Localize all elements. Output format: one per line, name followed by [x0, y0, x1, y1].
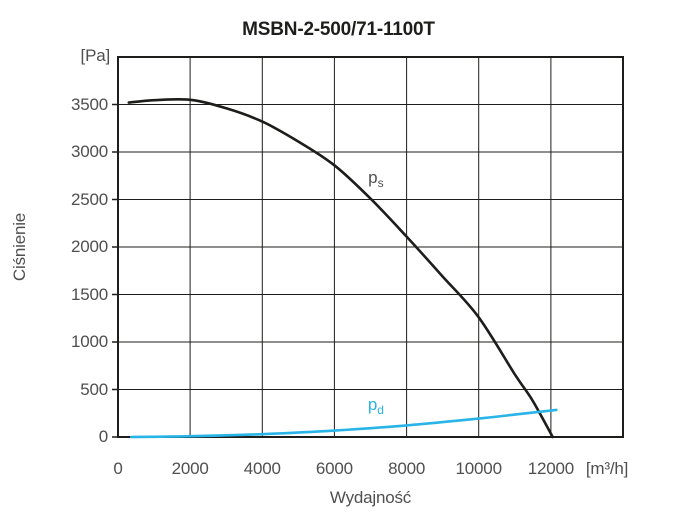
x-tick-label: 12000 [527, 459, 575, 478]
curve-label-ps: ps [368, 167, 383, 189]
curve-label-ps-main: p [368, 167, 378, 187]
x-axis-label: Wydajność [329, 488, 412, 507]
y-tick-label: 1500 [70, 284, 108, 304]
curve-label-pd-main: p [367, 394, 378, 414]
curve-label-pd: pd [368, 394, 384, 416]
x-tick-label: 0 [113, 459, 123, 478]
y-tick-label: 3500 [70, 94, 108, 114]
x-tick-label: 8000 [388, 459, 426, 478]
y-tick-label: 2500 [70, 189, 108, 209]
curve-label-ps-sub: s [377, 175, 384, 190]
x-tick-label: 4000 [243, 459, 281, 478]
y-tick-label: 3000 [70, 142, 108, 161]
curve-label-pd-sub: d [377, 402, 384, 417]
x-tick-label: 10000 [455, 459, 502, 478]
y-tick-label: 2000 [70, 237, 108, 256]
y-tick-label: 500 [80, 379, 108, 399]
x-tick-label: 2000 [171, 459, 209, 478]
y-tick-label: 1000 [70, 332, 108, 351]
y-axis-unit: [Pa] [80, 46, 111, 65]
x-axis-unit: [m³/h] [585, 459, 629, 478]
y-tick-label: 0 [98, 427, 108, 446]
chart-title: MSBN-2-500/71-1100T [242, 19, 435, 40]
x-tick-label: 6000 [315, 459, 353, 478]
